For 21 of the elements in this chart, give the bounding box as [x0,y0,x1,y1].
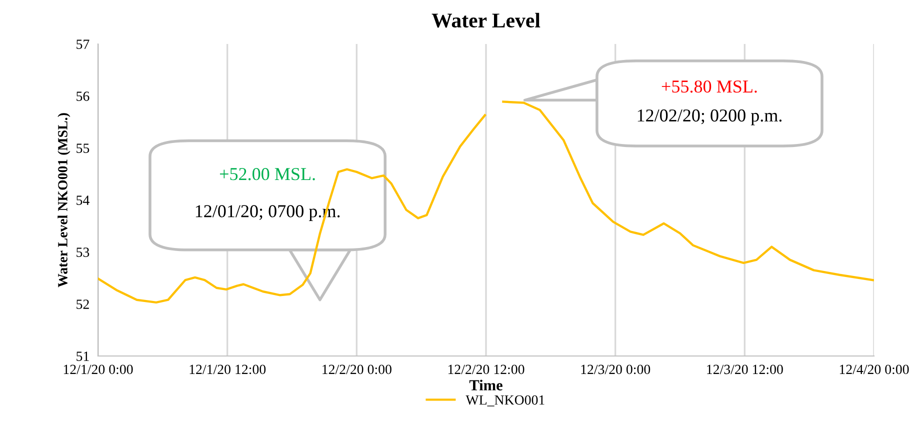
y-tick-label: 54 [76,196,90,205]
x-tick-label: 12/2/20 0:00 [322,364,392,374]
chart-title: Water Level [432,12,540,28]
x-tick-label: 12/3/20 12:00 [707,364,783,374]
y-tick-label: 53 [76,248,90,257]
legend-label: WL_NKO001 [466,395,544,406]
x-tick-label: 12/1/20 12:00 [190,364,266,374]
annotation: +52.00 MSL. [220,168,315,180]
x-axis-title: Time [469,380,502,390]
x-tick-label: 12/1/20 0:00 [64,364,133,374]
annotation: 12/02/20; 0200 p.m. [638,109,782,126]
y-tick-label: 57 [76,40,90,49]
y-tick-label: 51 [76,352,89,361]
y-tick-label: 56 [76,92,90,101]
x-tick-label: 12/3/20 0:00 [581,364,650,374]
y-axis-title: Water Level NKO001 (MSL.) [58,113,70,288]
x-tick-label: 12/4/20 0:00 [840,364,909,374]
y-tick-label: 55 [76,144,90,153]
y-tick-label: 52 [76,300,89,309]
x-tick-label: 12/2/20 12:00 [448,364,524,374]
annotation: +55.80 MSL. [662,80,757,93]
